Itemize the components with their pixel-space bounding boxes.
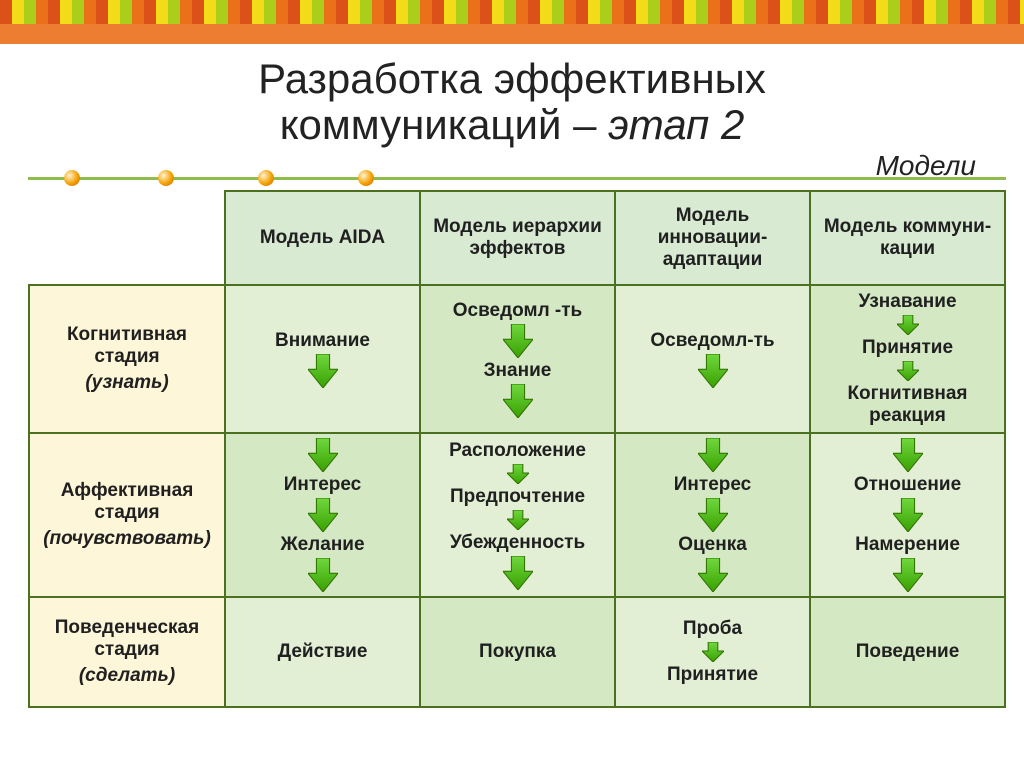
decorative-line [28,177,1006,180]
cell-behavioral-innovation: Проба Принятие [615,597,810,707]
table-row: Поведенческая стадия (сделать) Действие … [29,597,1005,707]
down-arrow-icon [507,510,529,530]
cell-behavioral-hierarchy: Покупка [420,597,615,707]
term-conviction: Убежденность [450,532,585,554]
title-line2a: коммуникаций – [280,101,608,148]
term-recognition: Узнавание [858,291,956,313]
decorative-dot [158,170,174,186]
term-behavior: Поведение [817,641,998,663]
table-row: Аффективная стадия (почувствовать) Интер… [29,433,1005,597]
term-cog-reaction: Когнитивная реакция [817,383,998,427]
down-arrow-icon [893,558,923,592]
title-line2b: этап 2 [608,101,744,148]
term-interest: Интерес [284,474,362,496]
cell-cognitive-innovation: Осведомл-ть [615,285,810,433]
down-arrow-icon [698,438,728,472]
down-arrow-icon [503,324,533,358]
header-model-aida: Модель AIDA [225,191,420,285]
axis-label-models: Модели [876,150,976,182]
down-arrow-icon [893,438,923,472]
down-arrow-icon [698,354,728,388]
down-arrow-icon [308,558,338,592]
term-liking: Расположение [449,440,586,462]
term-awareness2: Осведомл-ть [650,330,774,352]
orange-accent-bar [0,24,1024,44]
cell-affective-comm: Отношение Намерение [810,433,1005,597]
stage-sub: (сделать) [36,665,218,687]
down-arrow-icon [698,498,728,532]
header-model-hierarchy: Модель иерархии эффектов [420,191,615,285]
models-table: Модель AIDA Модель иерархии эффектов Мод… [28,190,1006,708]
term-attitude: Отношение [854,474,961,496]
title-line1: Разработка эффективных [258,55,766,102]
term-preference: Предпочтение [450,486,585,508]
term-attention: Внимание [275,330,370,352]
cell-cognitive-aida: Внимание [225,285,420,433]
down-arrow-icon [503,556,533,590]
table-row: Когнитивная стадия (узнать) Внимание Осв… [29,285,1005,433]
term-awareness: Осведомл -ть [453,300,582,322]
down-arrow-icon [308,438,338,472]
table-header-row: Модель AIDA Модель иерархии эффектов Мод… [29,191,1005,285]
header-model-innovation: Модель инновации-адаптации [615,191,810,285]
stage-name: Когнитивная стадия [36,324,218,368]
decorative-dot [358,170,374,186]
down-arrow-icon [893,498,923,532]
down-arrow-icon [308,498,338,532]
down-arrow-icon [698,558,728,592]
stage-name: Поведенческая стадия [36,617,218,661]
cell-behavioral-comm: Поведение [810,597,1005,707]
cell-affective-hierarchy: Расположение Предпочтение Убежденность [420,433,615,597]
term-acceptance: Принятие [862,337,953,359]
cell-affective-innovation: Интерес Оценка [615,433,810,597]
stage-affective: Аффективная стадия (почувствовать) [29,433,225,597]
term-knowledge: Знание [484,360,552,382]
decorative-dot [64,170,80,186]
term-purchase: Покупка [427,641,608,663]
stage-behavioral: Поведенческая стадия (сделать) [29,597,225,707]
term-adoption: Принятие [667,664,758,686]
stage-name: Аффективная стадия [36,480,218,524]
cell-cognitive-hierarchy: Осведомл -ть Знание [420,285,615,433]
stage-cognitive: Когнитивная стадия (узнать) [29,285,225,433]
stage-sub: (узнать) [36,372,218,394]
decorative-dot [258,170,274,186]
down-arrow-icon [507,464,529,484]
term-intention: Намерение [855,534,960,556]
cell-cognitive-comm: Узнавание Принятие Когнитивная реакция [810,285,1005,433]
down-arrow-icon [702,642,724,662]
term-trial: Проба [683,618,742,640]
decorative-top-strip [0,0,1024,24]
term-interest2: Интерес [674,474,752,496]
down-arrow-icon [897,361,919,381]
down-arrow-icon [897,315,919,335]
term-action: Действие [232,641,413,663]
term-evaluation: Оценка [678,534,747,556]
stage-sub: (почувствовать) [36,528,218,550]
header-model-communication: Модель коммуни-кации [810,191,1005,285]
cell-behavioral-aida: Действие [225,597,420,707]
down-arrow-icon [308,354,338,388]
header-corner-blank [29,191,225,285]
term-desire: Желание [280,534,364,556]
cell-affective-aida: Интерес Желание [225,433,420,597]
down-arrow-icon [503,384,533,418]
